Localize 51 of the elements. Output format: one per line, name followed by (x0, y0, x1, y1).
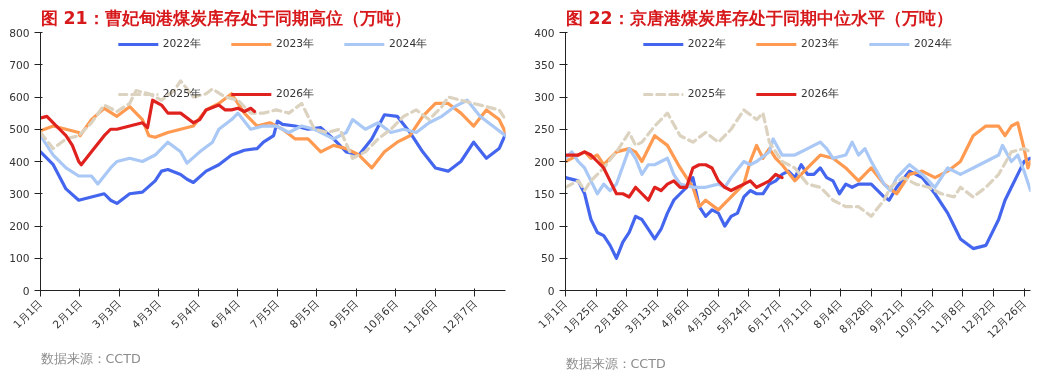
source-note: 数据来源：CCTD (565, 355, 666, 371)
y-tick-label: 400 (9, 155, 30, 169)
legend-label: 2024年 (389, 37, 428, 51)
legend-label: 2022年 (162, 37, 201, 51)
legend-label: 2023年 (800, 37, 840, 51)
y-tick-label: 0 (22, 284, 30, 298)
line-series (565, 108, 1031, 218)
line-series (40, 98, 506, 186)
legend-label: 2026年 (275, 87, 315, 101)
y-tick-label: 600 (9, 91, 30, 104)
line-series (40, 79, 506, 160)
legend-label: 2025年 (687, 87, 726, 101)
line-series (40, 113, 506, 206)
y-tick-label: 200 (534, 155, 555, 169)
y-tick-label: 300 (9, 187, 30, 201)
y-tick-label: 100 (534, 220, 555, 233)
x-tick-label: 12月7日 (440, 296, 480, 337)
x-tick-label: 1月1日 (10, 296, 46, 332)
x-tick-label: 2月1日 (50, 296, 85, 332)
y-tick-label: 350 (534, 58, 555, 72)
x-tick-label: 3月3日 (89, 296, 125, 332)
y-tick-label: 100 (9, 252, 30, 266)
legend-label: 2023年 (275, 37, 315, 51)
legend-label: 2024年 (914, 37, 953, 51)
legend-label: 2022年 (687, 37, 726, 51)
y-tick-label: 50 (540, 252, 555, 266)
y-tick-label: 150 (534, 187, 555, 201)
x-tick-label: 7月5日 (247, 296, 283, 332)
source-note: 数据来源：CCTD (40, 350, 141, 366)
legend-label: 2025年 (162, 87, 201, 101)
x-tick-label: 5月4日 (168, 296, 204, 332)
line-series (565, 150, 784, 202)
x-tick-label: 9月5日 (326, 296, 362, 332)
line-series (40, 98, 257, 167)
y-tick-label: 0 (547, 284, 555, 298)
x-tick-label: 10月6日 (361, 296, 401, 337)
chart-title: 图 22：京唐港煤炭库存处于同期中位水平（万吨） (565, 7, 953, 28)
y-tick-label: 400 (534, 26, 555, 40)
legend-label: 2026年 (800, 87, 840, 101)
y-tick-label: 300 (534, 91, 555, 104)
x-tick-label: 11月6日 (400, 296, 441, 337)
x-tick-label: 4月3日 (129, 296, 164, 332)
y-tick-label: 500 (9, 123, 30, 137)
line-series (565, 137, 1031, 196)
x-tick-label: 6月4日 (208, 296, 243, 332)
y-tick-label: 700 (9, 58, 30, 72)
y-tick-label: 800 (9, 26, 30, 40)
y-tick-label: 250 (534, 123, 555, 137)
chart-title: 图 21：曹妃甸港煤炭库存处于同期高位（万吨） (40, 7, 411, 28)
y-tick-label: 200 (9, 220, 30, 233)
x-tick-label: 8月5日 (287, 296, 322, 332)
